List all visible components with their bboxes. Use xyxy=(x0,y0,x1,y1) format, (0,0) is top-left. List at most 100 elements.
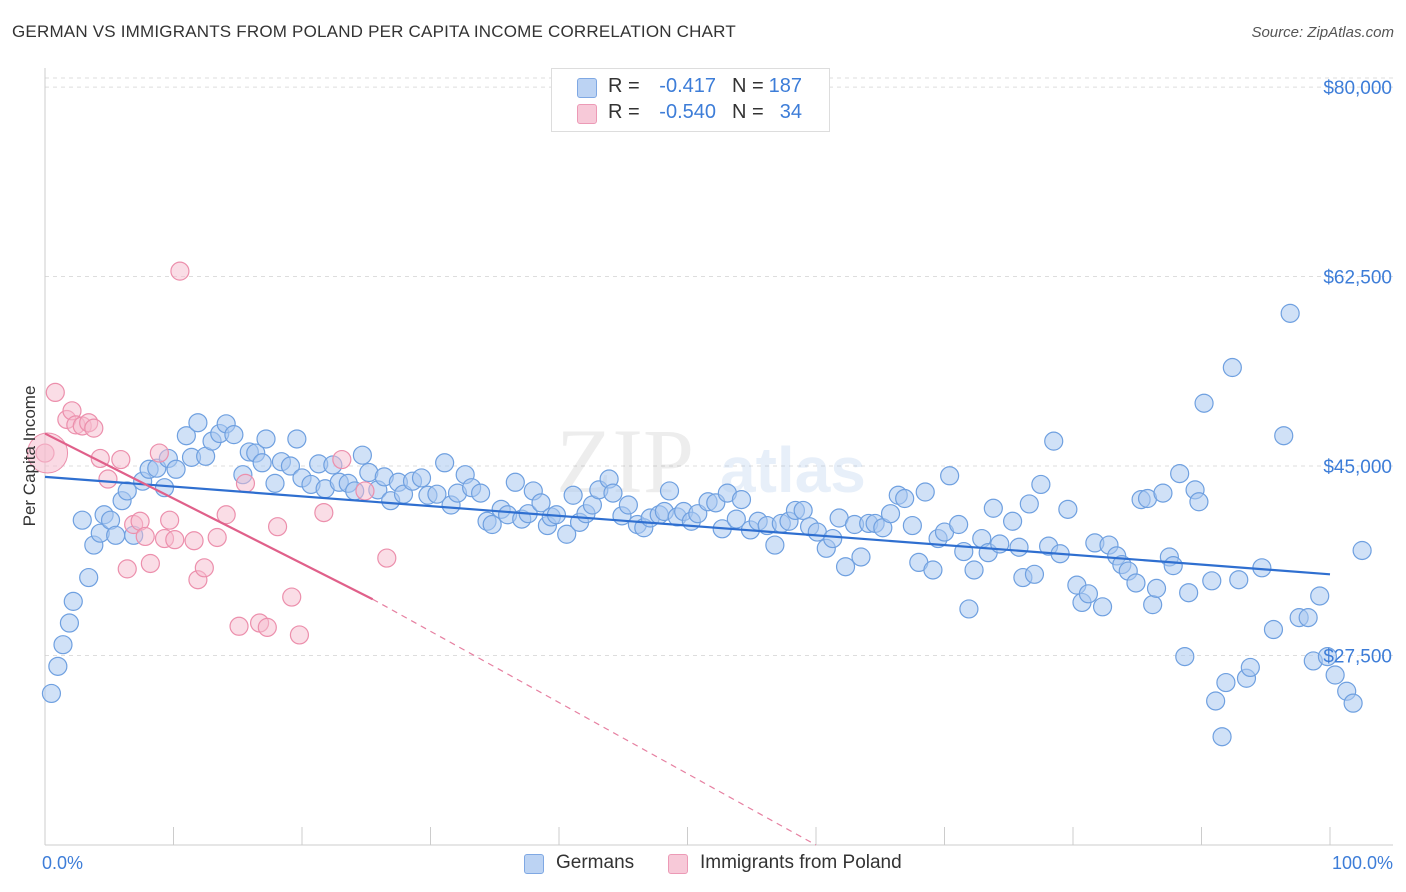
german-point xyxy=(1058,499,1078,519)
poland-point xyxy=(117,559,137,579)
chart-title: GERMAN VS IMMIGRANTS FROM POLAND PER CAP… xyxy=(12,22,736,41)
poland-point xyxy=(160,510,180,530)
gridlines xyxy=(45,77,1393,657)
german-point xyxy=(1163,556,1183,576)
stats-legend: R = -0.417 N = 187 R = -0.540 N = 34 xyxy=(551,68,830,132)
german-point xyxy=(106,525,126,545)
german-point xyxy=(557,524,577,544)
poland-point xyxy=(184,531,204,551)
german-point xyxy=(1280,303,1300,323)
german-point xyxy=(53,635,73,655)
german-point xyxy=(41,683,62,704)
legend-row-poland: R = -0.540 N = 34 xyxy=(552,100,829,126)
german-point xyxy=(287,429,307,449)
german-point xyxy=(1263,619,1284,640)
bottom-legend-label-poland: Immigrants from Poland xyxy=(700,852,902,873)
legend-row-germans: R = -0.417 N = 187 xyxy=(552,74,829,100)
german-point xyxy=(895,488,915,509)
poland-point xyxy=(314,502,334,523)
german-point xyxy=(1044,431,1064,451)
legend-n-label: N = xyxy=(732,75,764,97)
german-point xyxy=(1240,657,1260,678)
german-point xyxy=(835,557,856,577)
german-point xyxy=(1229,570,1249,590)
german-point xyxy=(923,560,943,580)
german-point xyxy=(618,495,638,515)
poland-point xyxy=(84,418,104,438)
poland-point xyxy=(282,587,302,607)
german-point xyxy=(352,445,372,465)
german-point xyxy=(1170,464,1190,484)
legend-r-value: -0.417 xyxy=(659,75,716,97)
poland-point xyxy=(289,625,310,645)
german-point xyxy=(1175,646,1195,667)
german-point xyxy=(72,510,92,530)
german-point xyxy=(1222,357,1242,378)
german-point xyxy=(1343,693,1363,713)
y-tick-label: $27,500 xyxy=(1323,647,1392,668)
poland-point xyxy=(257,617,277,637)
poland-point xyxy=(216,505,236,525)
german-point xyxy=(176,426,196,446)
german-point xyxy=(117,481,137,501)
german-point xyxy=(915,482,935,502)
german-point xyxy=(1019,494,1039,514)
german-point xyxy=(1274,426,1294,446)
bottom-legend-label-germans: Germans xyxy=(556,852,635,873)
german-point xyxy=(1143,595,1163,615)
german-point xyxy=(731,490,752,510)
german-point xyxy=(1078,584,1099,604)
german-point xyxy=(188,413,208,433)
german-point xyxy=(1031,474,1051,495)
german-point xyxy=(79,567,99,588)
legend-r-value: -0.540 xyxy=(659,101,716,123)
x-tick-label: 100.0% xyxy=(1332,853,1393,873)
y-tick-label: $45,000 xyxy=(1323,457,1392,478)
german-point xyxy=(1325,665,1345,685)
poland-point xyxy=(111,449,131,470)
german-point xyxy=(1212,727,1232,747)
german-point xyxy=(765,535,785,555)
poland-point xyxy=(165,530,185,550)
german-point xyxy=(851,547,871,567)
legend-swatch-poland xyxy=(577,104,597,124)
german-point xyxy=(823,528,843,549)
german-point xyxy=(482,514,502,535)
german-point xyxy=(1194,393,1214,413)
german-point xyxy=(256,429,276,449)
german-point xyxy=(1202,571,1222,591)
bottom-legend-swatch-poland xyxy=(668,854,688,874)
german-point xyxy=(411,468,432,488)
german-point xyxy=(531,493,551,513)
poland-point xyxy=(332,449,352,470)
german-point xyxy=(280,456,301,476)
legend-n-value: 187 xyxy=(768,75,802,97)
german-point xyxy=(659,481,680,501)
poland-point xyxy=(98,469,118,489)
german-point xyxy=(48,656,68,676)
source-label: Source: ZipAtlas.com xyxy=(1251,24,1394,41)
german-point xyxy=(1216,672,1236,693)
german-point xyxy=(1024,564,1045,584)
german-point xyxy=(1146,578,1167,598)
german-point xyxy=(427,484,447,504)
y-tick-label: $62,500 xyxy=(1323,268,1392,289)
german-point xyxy=(1179,583,1199,603)
german-point xyxy=(940,466,960,486)
poland-point xyxy=(135,526,155,547)
german-trend-line xyxy=(44,475,1331,576)
poland-point xyxy=(377,548,397,568)
german-point xyxy=(1092,597,1113,617)
german-point xyxy=(166,459,186,479)
poland-point xyxy=(149,443,169,463)
legend-swatch-germans xyxy=(577,78,597,98)
german-point xyxy=(63,591,83,611)
poland-points xyxy=(27,261,397,645)
poland-point xyxy=(194,558,214,578)
german-point xyxy=(603,483,623,503)
german-point xyxy=(1206,691,1226,711)
german-point xyxy=(471,483,491,503)
y-tick-label: $80,000 xyxy=(1323,78,1392,99)
german-point xyxy=(265,473,285,493)
bottom-legend-swatch-germans xyxy=(524,854,544,874)
